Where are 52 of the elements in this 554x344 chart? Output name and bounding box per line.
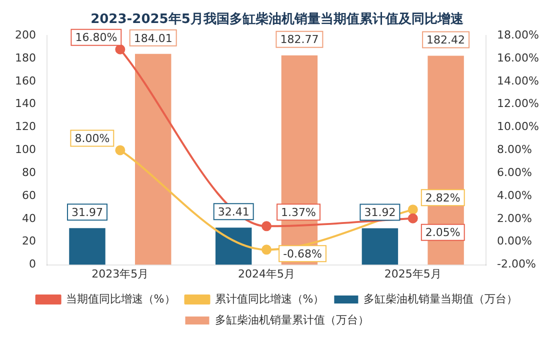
y-tick-label: 100 [14,143,36,156]
y-tick-label: 60 [22,188,36,202]
x-tick-label: 2024年5月 [238,267,296,280]
y2-tick-label: 16.00% [497,51,540,64]
y2-tick-label: 8.00% [497,143,532,156]
data-label: 182.77 [280,33,319,46]
y-tick-label: 140 [14,97,36,110]
y2-tick-label: 14.00% [497,74,540,88]
y-tick-label: 200 [14,28,36,42]
x-tick-label: 2025年5月 [384,267,442,280]
y2-tick-label: 12.00% [497,97,540,110]
point [262,244,272,255]
bar [69,228,106,265]
data-label: 2.82% [425,191,460,204]
point [408,204,418,215]
y2-tick-label: 4.00% [497,188,532,202]
data-label: 32.41 [218,206,250,219]
y2-tick-label: 2.00% [497,212,532,225]
y-tick-label: 120 [14,120,36,134]
point [262,221,272,232]
data-label: -0.68% [283,248,322,261]
y-tick-label: 160 [14,74,36,88]
y2-tick-label: 6.00% [497,166,532,179]
data-label: 8.00% [74,132,110,146]
legend-label: 当期值同比增速（%） [66,292,176,306]
y2-tick-label: 18.00% [497,28,540,42]
data-label: 31.97 [71,206,103,220]
y-tick-label: 0 [28,258,36,271]
y-tick-label: 180 [14,51,36,64]
data-label: 31.92 [364,206,396,220]
x-tick-label: 2023年5月 [92,267,149,280]
bar [362,228,398,265]
point [408,213,418,224]
legend-label: 多缸柴油机销量当期值（万台） [364,292,518,306]
chart-title: 2023-2025年5月我国多缸柴油机销量当期值累计值及同比增速 [90,11,464,28]
bar [134,54,172,265]
bar [215,228,252,265]
data-label: 16.80% [75,31,118,44]
y2-tick-label: -2.00% [497,258,536,271]
data-label: 1.37% [281,206,316,220]
data-label: 184.01 [134,32,172,45]
data-label: 2.05% [425,226,460,240]
y-tick-label: 40 [22,212,36,225]
y2-tick-label: 0.00% [497,234,532,248]
legend-label: 多缸柴油机销量累计值（万台） [214,313,369,326]
y-tick-label: 20 [22,234,36,248]
y-tick-label: 80 [22,166,36,179]
data-label: 182.42 [426,34,466,47]
point [115,44,126,54]
y2-tick-label: 10.00% [497,120,540,134]
point [115,145,126,156]
legend-label: 累计值同比增速（%） [214,292,324,306]
